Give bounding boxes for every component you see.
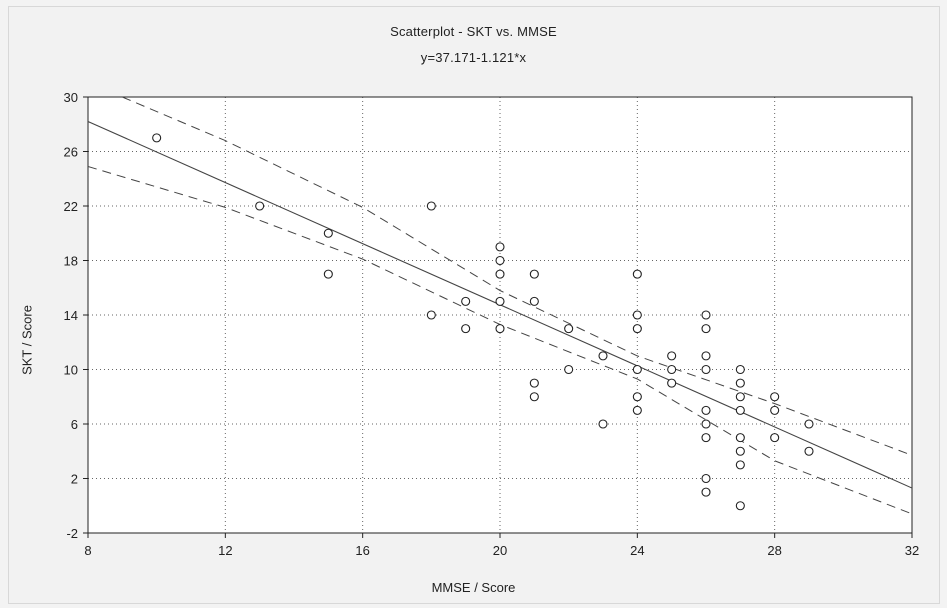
data-point <box>735 433 745 443</box>
x-tick-label: 16 <box>355 543 369 558</box>
data-point <box>632 324 642 334</box>
data-point <box>495 324 505 334</box>
y-tick-label: 6 <box>71 417 78 432</box>
data-point <box>701 364 711 375</box>
data-point <box>667 351 677 361</box>
x-tick-label: 12 <box>218 543 232 558</box>
data-point <box>701 324 711 334</box>
data-point <box>461 296 471 306</box>
data-point <box>598 419 608 429</box>
data-point <box>529 392 539 402</box>
x-tick-label: 32 <box>905 543 919 558</box>
data-point <box>529 378 539 388</box>
data-point <box>255 201 265 211</box>
data-point <box>770 405 780 415</box>
data-point <box>735 378 745 388</box>
data-point <box>323 269 333 279</box>
data-point <box>735 392 745 402</box>
y-tick-label: 14 <box>64 308 78 323</box>
y-tick-label: -2 <box>66 526 78 541</box>
data-point <box>461 324 471 334</box>
data-point <box>804 419 814 429</box>
x-tick-label: 24 <box>630 543 644 558</box>
data-point <box>632 392 642 402</box>
data-point <box>495 242 505 252</box>
data-point <box>667 364 677 375</box>
data-point <box>529 296 539 306</box>
y-tick-label: 30 <box>64 90 78 105</box>
y-tick-label: 22 <box>64 199 78 214</box>
data-point <box>701 433 711 443</box>
data-point <box>701 487 711 497</box>
data-point <box>701 351 711 361</box>
chart-title: Scatterplot - SKT vs. MMSE <box>390 24 557 39</box>
data-point <box>426 201 436 211</box>
x-axis-label: MMSE / Score <box>431 580 516 595</box>
data-point <box>701 473 711 484</box>
data-point <box>564 324 574 334</box>
data-point <box>598 351 608 361</box>
data-point <box>632 310 642 320</box>
y-tick-label: 26 <box>64 145 78 160</box>
y-tick-label: 18 <box>64 254 78 269</box>
data-point <box>735 460 745 470</box>
data-point <box>632 269 642 279</box>
data-point <box>735 364 745 375</box>
x-tick-label: 28 <box>767 543 781 558</box>
data-point <box>529 269 539 279</box>
data-point <box>701 405 711 415</box>
data-point <box>323 228 333 238</box>
data-point <box>632 364 642 375</box>
confidence-band-upper <box>122 97 912 456</box>
data-point <box>495 269 505 279</box>
data-point <box>152 133 162 143</box>
x-tick-label: 20 <box>493 543 507 558</box>
data-point <box>495 255 505 266</box>
x-tick-label: 8 <box>84 543 91 558</box>
y-tick-label: 2 <box>71 472 78 487</box>
data-point <box>426 310 436 320</box>
data-point <box>770 433 780 443</box>
data-point <box>667 378 677 388</box>
data-point <box>632 405 642 415</box>
data-point <box>735 405 745 415</box>
data-point <box>701 310 711 320</box>
data-point <box>735 446 745 456</box>
regression-equation: y=37.171-1.121*x <box>420 50 527 65</box>
data-point <box>495 296 505 306</box>
data-point <box>804 446 814 456</box>
data-point <box>701 419 711 429</box>
y-tick-label: 10 <box>64 363 78 378</box>
data-point <box>735 501 745 511</box>
y-axis-label: SKT / Score <box>19 305 35 375</box>
data-point <box>770 392 780 402</box>
data-point <box>564 364 574 375</box>
